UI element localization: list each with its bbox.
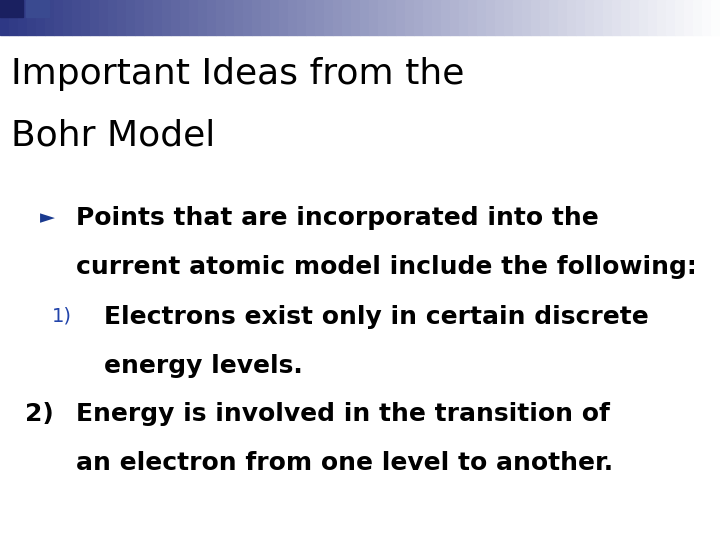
Bar xyxy=(135,0,144,35)
Bar xyxy=(45,0,54,35)
Bar xyxy=(414,0,423,35)
Bar xyxy=(657,0,666,35)
Bar xyxy=(702,0,711,35)
Bar xyxy=(639,0,648,35)
Bar xyxy=(216,0,225,35)
Bar xyxy=(54,0,63,35)
Bar xyxy=(558,0,567,35)
Bar xyxy=(27,0,36,35)
Bar xyxy=(72,0,81,35)
Bar xyxy=(585,0,594,35)
Bar xyxy=(486,0,495,35)
Bar xyxy=(225,0,234,35)
Bar xyxy=(513,0,522,35)
Bar xyxy=(567,0,576,35)
Bar xyxy=(441,0,450,35)
Bar xyxy=(117,0,126,35)
Bar xyxy=(18,0,27,35)
Bar xyxy=(315,0,324,35)
Text: Electrons exist only in certain discrete: Electrons exist only in certain discrete xyxy=(104,305,649,329)
Bar xyxy=(387,0,396,35)
Bar xyxy=(360,0,369,35)
Bar xyxy=(279,0,288,35)
Bar xyxy=(693,0,702,35)
Bar xyxy=(495,0,504,35)
Bar xyxy=(90,0,99,35)
Bar xyxy=(684,0,693,35)
Text: Bohr Model: Bohr Model xyxy=(11,119,215,153)
Text: ►: ► xyxy=(40,208,55,227)
Bar xyxy=(261,0,270,35)
Bar xyxy=(198,0,207,35)
Bar xyxy=(189,0,198,35)
Bar xyxy=(342,0,351,35)
Bar xyxy=(81,0,90,35)
Bar xyxy=(612,0,621,35)
Bar xyxy=(162,0,171,35)
Bar xyxy=(675,0,684,35)
Bar xyxy=(144,0,153,35)
Bar xyxy=(108,0,117,35)
Bar xyxy=(459,0,468,35)
Text: energy levels.: energy levels. xyxy=(104,354,303,377)
Text: 2): 2) xyxy=(25,402,54,426)
Bar xyxy=(450,0,459,35)
Text: an electron from one level to another.: an electron from one level to another. xyxy=(76,451,613,475)
Bar xyxy=(153,0,162,35)
Bar xyxy=(468,0,477,35)
Text: Important Ideas from the: Important Ideas from the xyxy=(11,57,464,91)
Text: current atomic model include the following:: current atomic model include the followi… xyxy=(76,255,696,279)
Bar xyxy=(648,0,657,35)
Bar xyxy=(63,0,72,35)
Bar xyxy=(270,0,279,35)
Bar xyxy=(711,0,720,35)
Bar xyxy=(522,0,531,35)
Bar xyxy=(306,0,315,35)
Bar xyxy=(0,0,9,35)
Bar xyxy=(207,0,216,35)
Bar xyxy=(540,0,549,35)
Bar xyxy=(351,0,360,35)
Bar xyxy=(180,0,189,35)
Bar xyxy=(234,0,243,35)
Bar xyxy=(0,0,23,17)
Bar xyxy=(324,0,333,35)
Bar xyxy=(36,0,45,35)
Text: Energy is involved in the transition of: Energy is involved in the transition of xyxy=(76,402,609,426)
Bar xyxy=(504,0,513,35)
Bar xyxy=(369,0,378,35)
Bar xyxy=(603,0,612,35)
Bar xyxy=(423,0,432,35)
Bar xyxy=(378,0,387,35)
Bar xyxy=(432,0,441,35)
Bar xyxy=(243,0,252,35)
Bar xyxy=(531,0,540,35)
Bar xyxy=(288,0,297,35)
Bar xyxy=(576,0,585,35)
Bar xyxy=(333,0,342,35)
Bar xyxy=(405,0,414,35)
Bar xyxy=(396,0,405,35)
Bar xyxy=(9,0,18,35)
Bar xyxy=(621,0,630,35)
Bar xyxy=(549,0,558,35)
Text: Points that are incorporated into the: Points that are incorporated into the xyxy=(76,206,598,230)
Text: 1): 1) xyxy=(52,307,72,326)
Bar xyxy=(26,0,49,17)
Bar xyxy=(252,0,261,35)
Bar xyxy=(297,0,306,35)
Bar xyxy=(477,0,486,35)
Bar xyxy=(666,0,675,35)
Bar xyxy=(630,0,639,35)
Bar xyxy=(99,0,108,35)
Bar xyxy=(126,0,135,35)
Bar xyxy=(594,0,603,35)
Bar xyxy=(171,0,180,35)
